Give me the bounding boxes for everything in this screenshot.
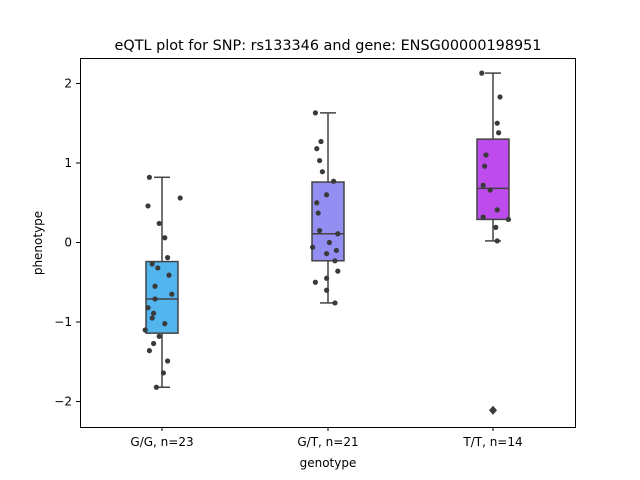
data-point (151, 310, 157, 316)
box-group (311, 112, 345, 304)
data-point (326, 239, 332, 246)
data-point (312, 110, 318, 116)
data-point (332, 258, 338, 264)
data-point (324, 287, 330, 293)
box-group (145, 176, 179, 388)
data-point (332, 300, 338, 306)
data-point (324, 275, 330, 281)
data-point (145, 305, 151, 311)
y-tick-label: 2 (64, 76, 72, 90)
data-point (155, 265, 161, 271)
data-point (314, 200, 320, 206)
y-tick-label: 0 (64, 236, 72, 250)
data-point (483, 152, 489, 158)
data-point (165, 255, 171, 261)
y-axis: −2 −1 0 1 2 (54, 76, 80, 409)
plot-area (142, 70, 511, 415)
box-iqr (145, 260, 179, 334)
data-point (312, 279, 318, 285)
data-point (480, 182, 486, 188)
data-point (318, 138, 324, 145)
x-tick-label: T/T, n=14 (462, 435, 522, 449)
data-point (317, 227, 323, 234)
data-point (505, 216, 511, 223)
data-point (156, 220, 162, 227)
plot-frame (80, 58, 576, 428)
box-iqr (476, 138, 510, 221)
data-point (494, 120, 500, 126)
data-point (169, 291, 175, 297)
data-point (162, 235, 168, 241)
box-group (476, 72, 510, 415)
data-point (333, 247, 339, 254)
data-point (314, 146, 320, 152)
data-point (151, 340, 157, 347)
data-point (165, 358, 171, 364)
y-tick-label: −2 (54, 395, 72, 409)
y-tick-label: 1 (64, 156, 72, 170)
x-tick-label: G/G, n=23 (130, 435, 193, 449)
data-point (324, 192, 330, 198)
data-point (487, 187, 493, 193)
data-point (152, 283, 158, 289)
x-tick-label: G/T, n=21 (297, 435, 358, 449)
data-point (490, 407, 496, 413)
data-point (479, 70, 485, 76)
chart-title: eQTL plot for SNP: rs133346 and gene: EN… (115, 38, 542, 54)
data-point (331, 178, 337, 184)
data-point (493, 224, 499, 230)
data-point (315, 210, 321, 216)
data-point (142, 327, 148, 333)
data-point (324, 251, 330, 257)
data-point (497, 94, 503, 100)
x-axis-label: genotype (300, 456, 357, 470)
data-point (335, 231, 341, 237)
data-point (335, 268, 341, 274)
data-point (166, 272, 172, 278)
data-point (496, 130, 502, 136)
data-point (482, 163, 488, 169)
data-point (317, 157, 323, 164)
data-point (480, 214, 486, 220)
x-axis: G/G, n=23 G/T, n=21 T/T, n=14 (130, 427, 523, 449)
data-point (177, 195, 183, 201)
data-point (146, 348, 152, 354)
data-point (145, 203, 151, 209)
data-point (160, 370, 166, 376)
data-point (156, 333, 162, 339)
y-axis-label: phenotype (31, 211, 45, 275)
data-point (152, 296, 158, 302)
data-point (494, 238, 500, 244)
data-point (310, 244, 316, 250)
data-point (146, 174, 152, 180)
data-point (494, 207, 500, 213)
data-point (149, 261, 155, 267)
data-point (162, 321, 168, 327)
y-tick-label: −1 (54, 315, 72, 329)
data-point (153, 384, 159, 390)
data-point (319, 169, 325, 175)
data-point (149, 315, 155, 321)
